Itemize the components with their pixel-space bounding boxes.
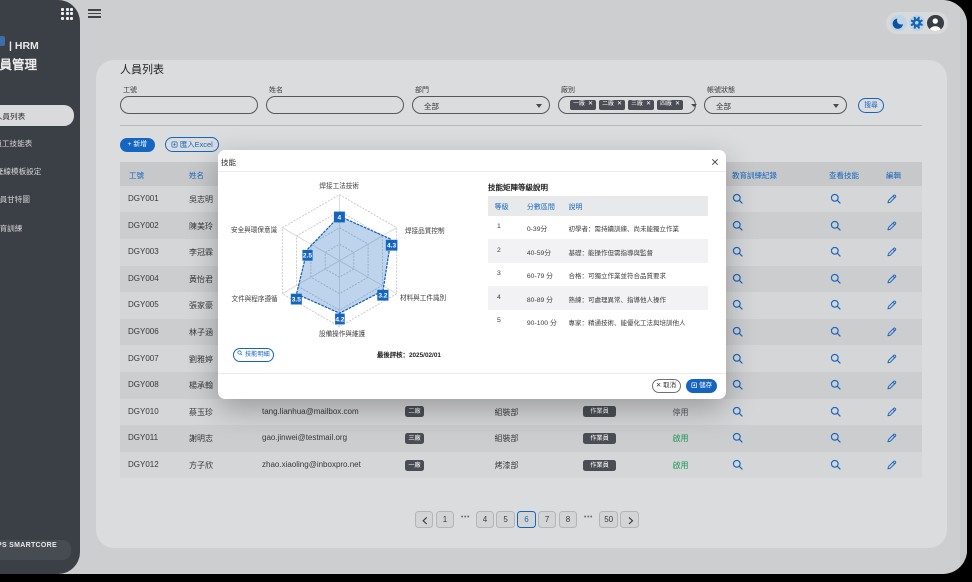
svg-text:3.2: 3.2 bbox=[378, 293, 387, 300]
svg-text:4: 4 bbox=[338, 215, 342, 222]
svg-text:3.5: 3.5 bbox=[292, 297, 301, 304]
svg-text:4.2: 4.2 bbox=[335, 317, 344, 324]
svg-text:4.3: 4.3 bbox=[387, 243, 396, 250]
svg-text:2.5: 2.5 bbox=[303, 253, 312, 260]
